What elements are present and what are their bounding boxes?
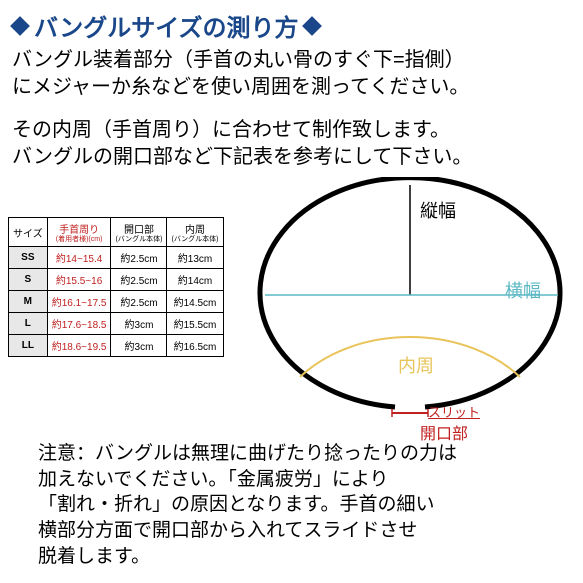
table-row: LL 約18.6~19.5 約3cm 約16.5cm [9,335,224,357]
cell-wrist: 約14~15.4 [47,247,111,269]
table-row: L 約17.6~18.5 約3cm 約15.5cm [9,313,224,335]
cell-opening: 約2.5cm [111,269,167,291]
table-row: S 約15.5~16 約2.5cm 約14cm [9,269,224,291]
cell-opening: 約3cm [111,335,167,357]
cell-size: SS [9,247,48,269]
diamond-icon [302,16,322,36]
diamond-icon [10,16,30,36]
cell-size: M [9,291,48,313]
middle-region: サイズ 手首周り (着用者様)(cm) 開口部 (バングル本体) 内周 (バング… [0,177,583,437]
vert-width-label: 縦幅 [420,197,456,223]
title-row: バングルサイズの測り方 [0,0,583,45]
horiz-width-label: 横幅 [505,277,541,303]
th-opening: 開口部 (バングル本体) [111,218,167,247]
th-wrist: 手首周り (着用者様)(cm) [47,218,111,247]
th-inner-sub: (バングル本体) [171,236,218,243]
slit-label: スリット [428,402,480,421]
caution-note: 注意：バングルは無理に曲げたり捻ったりの力は 加えないでください。「金属疲労」に… [0,437,583,575]
bangle-diagram [240,177,580,437]
intro-line: にメジャーか糸などを使い周囲を測ってください。 [12,74,571,101]
intro-line: バングル装着部分（手首の丸い骨のすぐ下=指側） [12,47,571,74]
cell-inner: 約16.5cm [167,335,223,357]
th-opening-sub: (バングル本体) [115,236,162,243]
size-table: サイズ 手首周り (着用者様)(cm) 開口部 (バングル本体) 内周 (バング… [8,217,224,357]
note-line: 加えないでください。「金属疲労」により [38,467,571,493]
table-row: SS 約14~15.4 約2.5cm 約13cm [9,247,224,269]
th-size: サイズ [9,218,48,247]
th-wrist-text: 手首周り [59,225,99,236]
th-inner-text: 内周 [185,225,205,236]
note-line: 注意：バングルは無理に曲げたり捻ったりの力は [38,441,571,467]
th-opening-text: 開口部 [124,225,154,236]
cell-wrist: 約16.1~17.5 [47,291,111,313]
intro2-line: その内周（手首周り）に合わせて制作致します。 [12,117,571,144]
note-line: 脱着します。 [38,544,571,570]
cell-inner: 約13cm [167,247,223,269]
intro-block: バングル装着部分（手首の丸い骨のすぐ下=指側） にメジャーか糸などを使い周囲を測… [0,45,583,107]
cell-wrist: 約15.5~16 [47,269,111,291]
cell-wrist: 約17.6~18.5 [47,313,111,335]
cell-size: L [9,313,48,335]
intro2-line: バングルの開口部など下記表を参考にして下さい。 [12,144,571,171]
note-line: 「割れ・折れ」の原因となります。手首の細い [38,492,571,518]
cell-opening: 約3cm [111,313,167,335]
table-header-row: サイズ 手首周り (着用者様)(cm) 開口部 (バングル本体) 内周 (バング… [9,218,224,247]
th-inner: 内周 (バングル本体) [167,218,223,247]
cell-size: LL [9,335,48,357]
page-title: バングルサイズの測り方 [34,8,298,43]
cell-size: S [9,269,48,291]
opening-label: 開口部 [420,420,468,444]
inner-circ-label: 内周 [398,352,434,378]
cell-wrist: 約18.6~19.5 [47,335,111,357]
cell-opening: 約2.5cm [111,247,167,269]
cell-inner: 約15.5cm [167,313,223,335]
th-wrist-sub: (着用者様)(cm) [52,236,107,243]
note-line: 横部分方面で開口部から入れてスライドさせ [38,518,571,544]
cell-inner: 約14.5cm [167,291,223,313]
cell-opening: 約2.5cm [111,291,167,313]
cell-inner: 約14cm [167,269,223,291]
intro2-block: その内周（手首周り）に合わせて制作致します。 バングルの開口部など下記表を参考に… [0,107,583,177]
table-row: M 約16.1~17.5 約2.5cm 約14.5cm [9,291,224,313]
